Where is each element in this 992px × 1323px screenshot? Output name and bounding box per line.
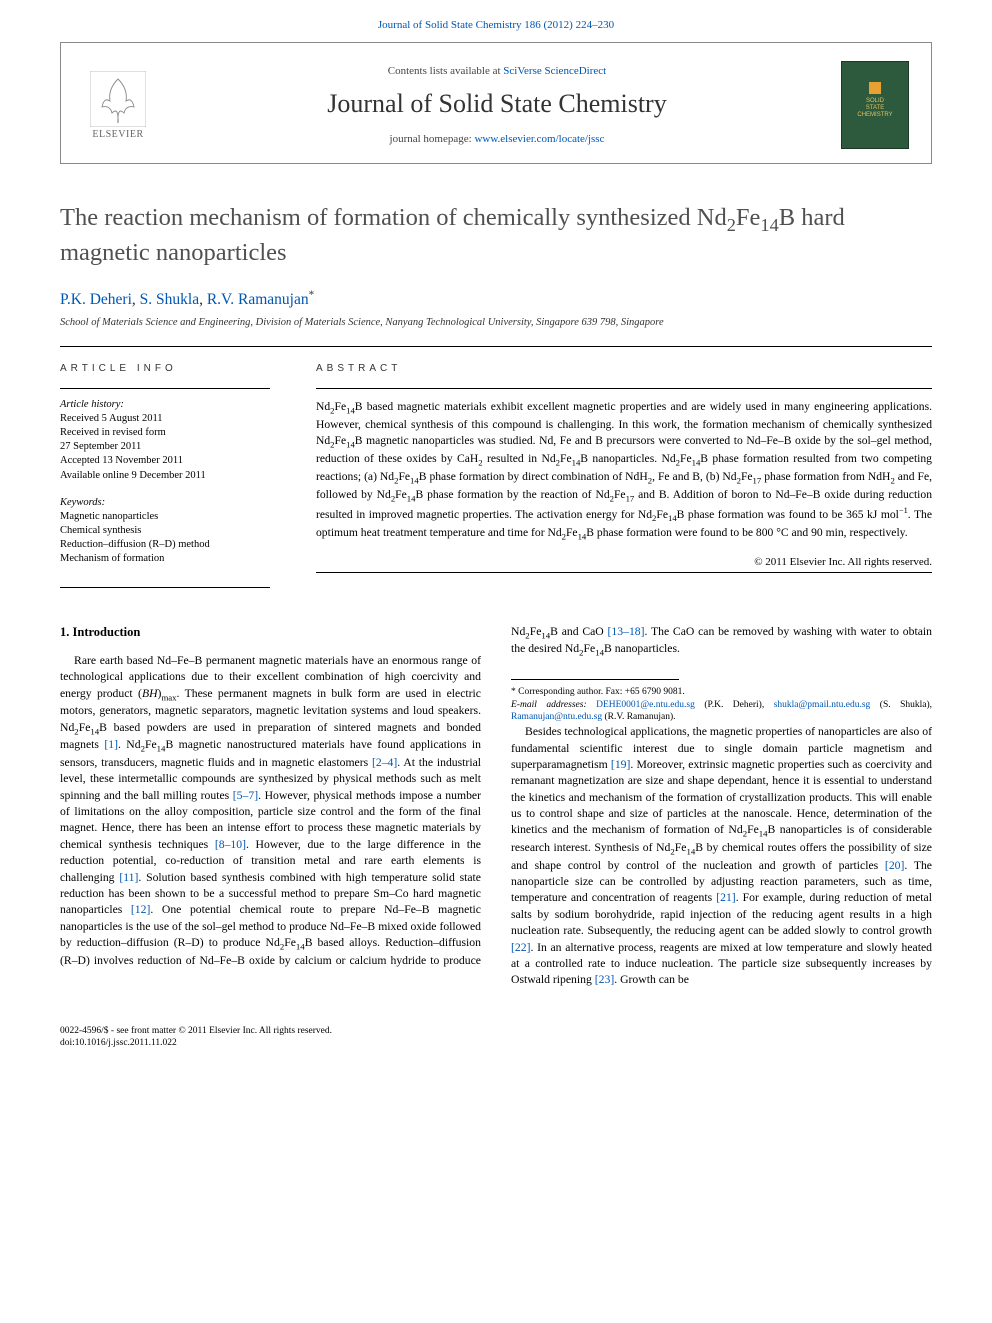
affiliation: School of Materials Science and Engineer… [60,317,932,328]
homepage-line: journal homepage: www.elsevier.com/locat… [171,133,823,145]
history-item: Received 5 August 2011 [60,412,270,426]
footnote-block: * Corresponding author. Fax: +65 6790 90… [511,679,932,724]
history-item: Accepted 13 November 2011 [60,454,270,468]
running-head: Journal of Solid State Chemistry 186 (20… [0,0,992,42]
journal-cover-thumbnail: SOLID STATE CHEMISTRY [841,61,909,149]
elsevier-logo: ELSEVIER [83,65,153,145]
history-item: Available online 9 December 2011 [60,469,270,483]
keyword-item: Magnetic nanoparticles [60,510,270,524]
corresponding-author: * Corresponding author. Fax: +65 6790 90… [511,686,932,699]
paragraph: Besides technological applications, the … [511,724,932,988]
keyword-item: Reduction–diffusion (R–D) method [60,538,270,552]
tree-icon [90,71,146,127]
front-matter-footer: 0022-4596/$ - see front matter © 2011 El… [60,1025,932,1051]
keyword-item: Chemical synthesis [60,524,270,538]
elsevier-text: ELSEVIER [92,129,143,140]
abstract-column: ABSTRACT Nd2Fe14B based magnetic materia… [316,363,932,573]
abstract-label: ABSTRACT [316,363,932,374]
email-addresses: E-mail addresses: DEHE0001@e.ntu.edu.sg … [511,699,932,725]
authors: P.K. Deheri, S. Shukla, R.V. Ramanujan* [60,289,932,309]
journal-name: Journal of Solid State Chemistry [171,89,823,119]
journal-reference: Journal of Solid State Chemistry 186 (20… [378,19,614,31]
homepage-link[interactable]: www.elsevier.com/locate/jssc [474,133,604,145]
section-heading: 1. Introduction [60,624,481,642]
keyword-item: Mechanism of formation [60,552,270,566]
article-info-label: ARTICLE INFO [60,363,270,374]
issn-line: 0022-4596/$ - see front matter © 2011 El… [60,1025,932,1038]
sciencedirect-link[interactable]: SciVerse ScienceDirect [503,65,606,77]
contents-line: Contents lists available at SciVerse Sci… [171,65,823,77]
body-columns: 1. Introduction Rare earth based Nd–Fe–B… [60,624,932,989]
article-info-column: ARTICLE INFO Article history: Received 5… [60,363,270,573]
keywords-head: Keywords: [60,497,270,508]
header-center: Contents lists available at SciVerse Sci… [171,65,823,145]
abstract-text: Nd2Fe14B based magnetic materials exhibi… [316,399,932,544]
history-head: Article history: [60,399,270,410]
article-title: The reaction mechanism of formation of c… [60,202,932,269]
history-item: 27 September 2011 [60,440,270,454]
history-item: Received in revised form [60,426,270,440]
copyright: © 2011 Elsevier Inc. All rights reserved… [316,556,932,568]
doi-line: doi:10.1016/j.jssc.2011.11.022 [60,1037,932,1050]
journal-header: ELSEVIER Contents lists available at Sci… [60,42,932,164]
